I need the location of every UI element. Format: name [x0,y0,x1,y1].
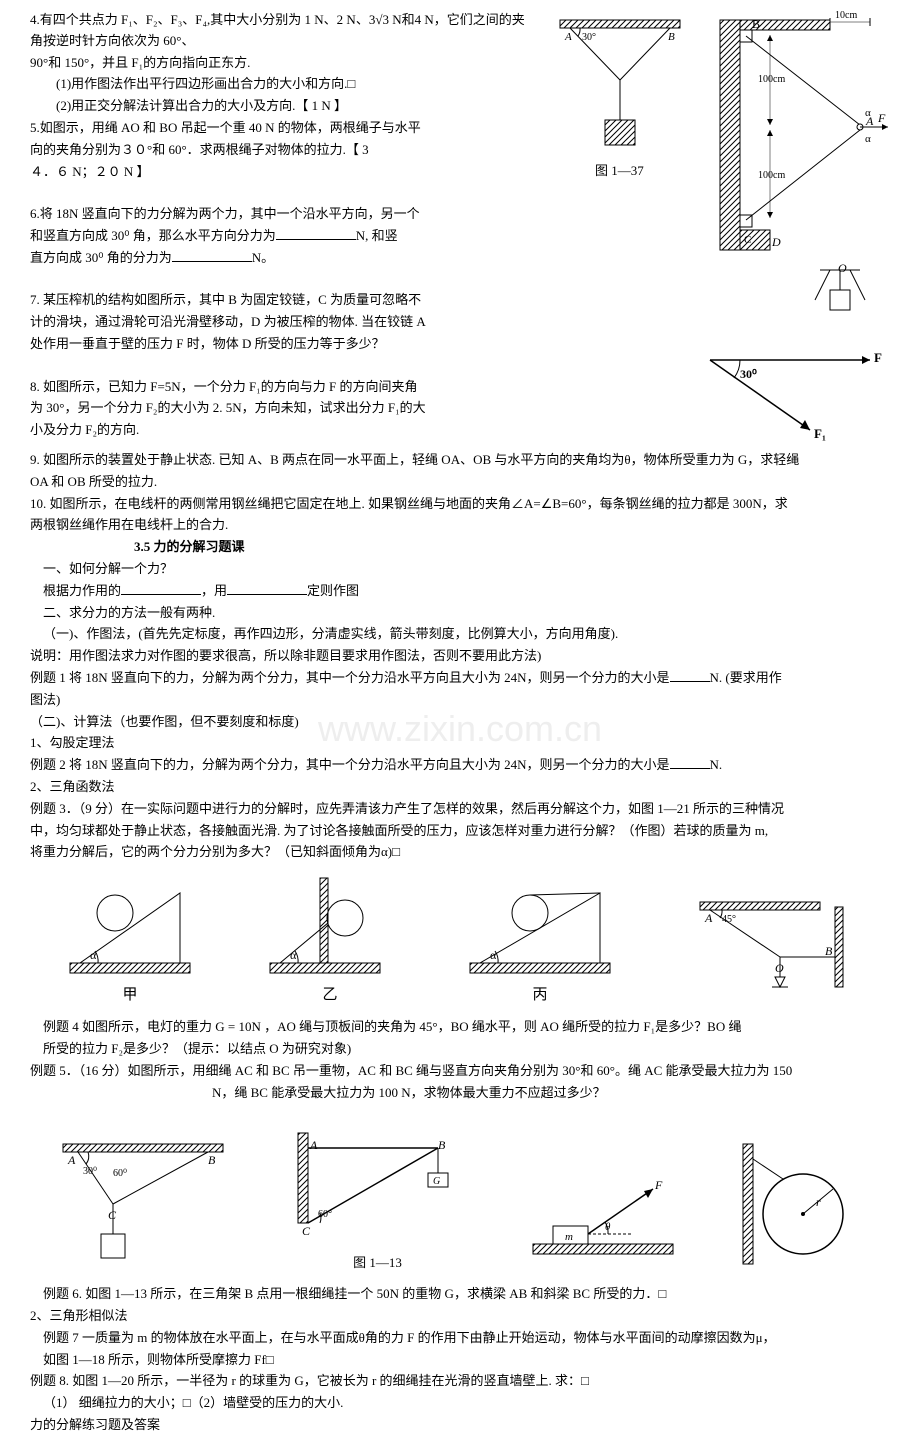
dim-10cm: 10cm [835,10,857,21]
a60: 60⁰ [113,1168,127,1179]
s35-l1: 一、如何分解一个力？ [30,559,890,580]
diagram-row-2: A B C 30⁰ 60⁰ A B C G 60° 图 1—13 [30,1113,890,1274]
fig-ex5: A B C 30⁰ 60⁰ [53,1134,233,1274]
dim-100a: 100cm [758,74,785,85]
s35-l2: 根据力作用的，用定则作图 [30,581,890,602]
fig-120: r [728,1134,868,1274]
lbl-r: r [816,1195,821,1209]
ex4-l1: 例题 4 如图所示，电灯的重力 G = 10N ，AO 绳与顶板间的夹角为 45… [30,1017,890,1038]
pt-C-113: C [302,1224,311,1238]
q10-l1: 10. 如图所示，在电线杆的两侧常用钢丝绳把它固定在地上. 如果钢丝绳与地面的夹… [30,494,890,515]
sec-35-title: 3.5 力的分解习题课 [30,537,890,558]
pt-A: A [564,31,572,43]
pt-B-113: B [438,1138,446,1152]
fig-1-37: A B 30° 图 1—37 [540,10,700,190]
label-alpha2: α [865,107,871,119]
ex7-l2: 如图 1—18 所示，则物体所受摩擦力 Ff□ [30,1350,890,1371]
footer: 力的分解练习题及答案 [30,1415,890,1436]
ex1: 例题 1 将 18N 竖直向下的力，分解为两个分力，其中一个分力沿水平方向且大小… [30,668,890,689]
lbl-m: m [565,1231,573,1243]
q9-l1: 9. 如图所示的装置处于静止状态. 已知 A、B 两点在同一水平面上，轻绳 OA… [30,450,890,471]
fig-113: A B C G 60° 图 1—13 [278,1113,478,1274]
alpha-jia: α [90,948,97,962]
ex8-l1: 例题 8. 如图 1—20 所示，一半径为 r 的球重为 G，它被长为 r 的细… [30,1371,890,1392]
vec-F-118: F [654,1178,663,1192]
ex1c: 图法) [30,690,890,711]
s35-l3: 二、求分力的方法一般有两种. [30,603,890,624]
ex3a: 例题 3．（9 分）在一实际问题中进行力的分解时，应先弄清该力产生了怎样的效果，… [30,799,890,820]
l9: 2、三角形相似法 [30,1306,890,1327]
label-alpha1: α [865,133,871,145]
ex5-l1: 例题 5．（16 分）如图所示，用细绳 AC 和 BC 吊一重物，AC 和 BC… [30,1061,890,1082]
fig-force-F: F F₁ 30⁰ [690,340,890,450]
alpha-bing: α [490,948,497,962]
a30: 30⁰ [83,1166,97,1177]
pt-B-d: B [825,944,833,958]
fig-press-machine: B C D A F α α 10cm 100cm 100cm O [710,10,890,340]
pt-A-d: A [704,911,713,925]
dia-ding: A O B 45° [680,897,860,1007]
label-jia: 甲 [60,983,200,1007]
ex3b: 中，均匀球都处于静止状态，各接触面光滑. 为了讨论各接触面所受的压力，应该怎样对… [30,821,890,842]
angle-30: 30° [582,32,596,43]
s35-l5: 说明：用作图法求力对作图的要求很高，所以除非题目要求用作图法，否则不要用此方法) [30,646,890,667]
vec-F: F [874,350,882,365]
q9-l2: OA 和 OB 所受的拉力. [30,472,890,493]
pt-B-5: B [208,1153,216,1167]
label-C: C [744,234,751,246]
ex4-l2: 所受的拉力 F₂是多少？（提示：以结点 O 为研究对象) [30,1039,890,1060]
ex2: 例题 2 将 18N 竖直向下的力，分解为两个分力，其中一个分力沿水平方向且大小… [30,755,890,776]
alpha-yi: α [290,948,297,962]
lbl-G-113: G [433,1176,440,1187]
vec-F1: F₁ [814,426,826,441]
ex7-l1: 例题 7 一质量为 m 的物体放在水平面上，在与水平面成θ角的力 F 的作用下由… [30,1328,890,1349]
label-yi: 乙 [260,983,400,1007]
dim-100b: 100cm [758,170,785,181]
fig-118: m F θ [523,1154,683,1274]
dia-jia: α 甲 [60,873,200,1007]
fig113-label: 图 1—13 [278,1253,478,1274]
pt-A-5: A [67,1153,76,1167]
diagram-row-jyb: α 甲 α 乙 α 丙 [30,873,890,1007]
label-B: B [752,17,760,31]
pt-A-113: A [309,1138,318,1152]
label-bing: 丙 [460,983,620,1007]
s35-l8: 2、三角函数法 [30,777,890,798]
ex5-l2: N，绳 BC 能承受最大拉力为 100 N，求物体最大重力不应超过多少？ [30,1083,890,1104]
ex8-l2: （1） 细绳拉力的大小；□（2）墙壁受的压力的大小. [30,1393,890,1414]
s35-l7: 1、勾股定理法 [30,733,890,754]
label-D: D [771,235,781,249]
label-F: F [877,111,886,125]
fig-label: 图 1—37 [595,163,644,178]
label-O: O [838,261,847,275]
s35-l4: （一)、作图法，(首先先定标度，再作四边形，分清虚实线，箭头带刻度，比例算大小，… [30,624,890,645]
angle-30-F: 30⁰ [740,367,757,381]
dia-bing: α 丙 [460,873,620,1007]
ex3c: 将重力分解后，它的两个分力分别为多大？（已知斜面倾角为α)□ [30,842,890,863]
s35-l6: （二)、计算法（也要作图，但不要刻度和标度) [30,712,890,733]
dia-yi: α 乙 [260,873,400,1007]
q10-l2: 两根钢丝绳作用在电线杆上的合力. [30,515,890,536]
angle-45: 45° [722,914,736,925]
pt-B: B [668,31,675,43]
